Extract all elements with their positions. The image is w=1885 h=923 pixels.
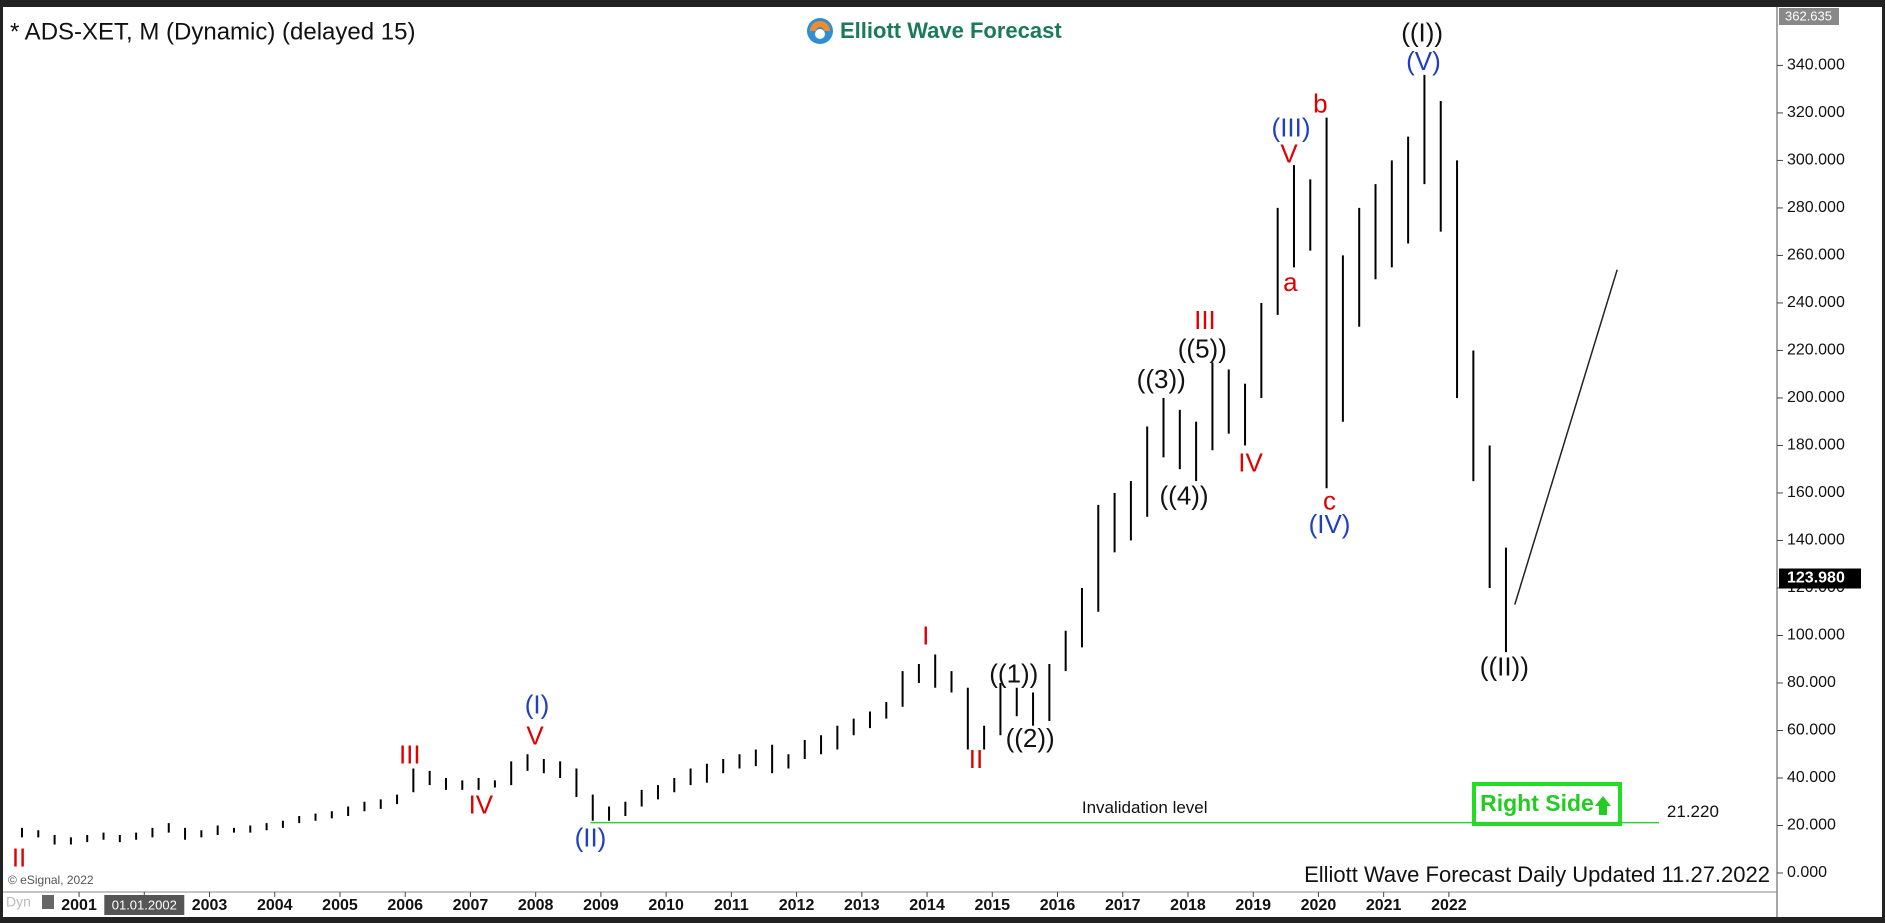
y-tick-label: 140.000 xyxy=(1787,532,1845,549)
chart-title: * ADS-XET, M (Dynamic) (delayed 15) xyxy=(10,18,415,45)
y-tick-label: 320.000 xyxy=(1787,104,1845,121)
right-side-button: Right Side xyxy=(1472,782,1622,826)
y-tick-label: 160.000 xyxy=(1787,484,1845,501)
x-tick-label: 2010 xyxy=(648,897,684,914)
x-tick-label: 2004 xyxy=(257,897,293,914)
x-tick-label: 2006 xyxy=(387,897,423,914)
wave-label: (I) xyxy=(525,690,550,720)
y-tick-label: 180.000 xyxy=(1787,437,1845,454)
top-value-box xyxy=(1779,8,1839,25)
wave-label: (II) xyxy=(575,823,607,853)
y-tick-label: 80.000 xyxy=(1787,674,1836,691)
x-tick-highlight xyxy=(104,895,185,915)
badge: Dyn xyxy=(6,894,31,910)
wave-label: V xyxy=(526,720,544,750)
y-tick-label: 340.000 xyxy=(1787,57,1845,74)
x-tick-label: 2016 xyxy=(1040,897,1076,914)
last-price-label: 123.980 xyxy=(1787,570,1845,587)
wave-label: II xyxy=(12,843,26,873)
button-arrow xyxy=(1595,796,1611,815)
wave-label: III xyxy=(1194,305,1216,335)
wave-label: II xyxy=(969,744,983,774)
y-tick-label: 240.000 xyxy=(1787,294,1845,311)
invalidation-label: Invalidation level xyxy=(1082,798,1208,817)
wave-label: (III) xyxy=(1272,112,1311,142)
logo-text: Elliott Wave Forecast xyxy=(840,18,1062,43)
y-tick-label: 0.000 xyxy=(1787,864,1827,881)
right-frame xyxy=(1882,0,1885,923)
wave-label: ((1)) xyxy=(989,659,1038,689)
x-tick-label: 01.01.2002 xyxy=(112,897,177,912)
x-tick-label: 2022 xyxy=(1431,897,1467,914)
logo-icon-center xyxy=(815,29,825,39)
y-tick-label: 100.000 xyxy=(1787,627,1845,644)
button-frame xyxy=(1472,782,1622,826)
wave-label: ((3)) xyxy=(1137,364,1186,394)
wave-label: ((2)) xyxy=(1006,723,1055,753)
y-tick-label: 200.000 xyxy=(1787,389,1845,406)
y-tick-label: 20.000 xyxy=(1787,817,1836,834)
left-frame xyxy=(0,0,3,923)
x-tick-label: 2017 xyxy=(1105,897,1141,914)
wave-label: IV xyxy=(469,789,494,819)
x-tick-label: 2012 xyxy=(779,897,815,914)
button-text: Right Side xyxy=(1480,790,1594,816)
logo: Elliott Wave Forecast xyxy=(807,18,1062,44)
wave-label: c xyxy=(1323,485,1336,515)
y-tick-label: 300.000 xyxy=(1787,152,1845,169)
x-tick-label: 2005 xyxy=(322,897,358,914)
last-price-box xyxy=(1779,568,1861,589)
invalidation-value: 21.220 xyxy=(1667,802,1719,821)
wave-label: V xyxy=(1280,139,1298,169)
top-value-label: 362.635 xyxy=(1785,8,1832,23)
x-tick-label: 2007 xyxy=(453,897,489,914)
y-tick-label: 60.000 xyxy=(1787,722,1836,739)
bottom-frame xyxy=(0,917,1885,923)
x-tick-label: 2013 xyxy=(844,897,880,914)
x-tick-label: 2001 xyxy=(61,897,97,914)
wave-label: ((4)) xyxy=(1160,481,1209,511)
x-tick-label: 2009 xyxy=(583,897,619,914)
wave-label: I xyxy=(922,621,929,651)
wave-label: ((II)) xyxy=(1480,652,1529,682)
wave-label: a xyxy=(1283,267,1298,297)
wave-label: (IV) xyxy=(1309,509,1351,539)
x-tick-label: 2020 xyxy=(1301,897,1337,914)
y-tick-label: 280.000 xyxy=(1787,199,1845,216)
logo-icon-part xyxy=(810,21,830,31)
projection-line xyxy=(1514,269,1618,605)
wave-label: (V) xyxy=(1406,46,1441,76)
x-tick-label: 2014 xyxy=(909,897,945,914)
y-tick-label: 40.000 xyxy=(1787,769,1836,786)
x-tick-label: 2008 xyxy=(518,897,554,914)
copyright: © eSignal, 2022 xyxy=(8,873,94,887)
footer: Elliott Wave Forecast Daily Updated 11.2… xyxy=(1304,862,1770,887)
badge-icon xyxy=(42,895,54,909)
wave-label: III xyxy=(399,739,421,769)
badge-bg xyxy=(3,893,53,915)
x-tick-label: 2003 xyxy=(192,897,228,914)
x-tick-label: 2011 xyxy=(714,897,749,914)
top-frame xyxy=(0,0,1885,7)
x-tick-label: 2021 xyxy=(1366,897,1402,914)
wave-label: IV xyxy=(1238,447,1263,477)
wave-label: ((I)) xyxy=(1401,17,1443,47)
y-tick-label: 260.000 xyxy=(1787,247,1845,264)
x-tick-label: 2019 xyxy=(1235,897,1271,914)
x-tick-label: 2015 xyxy=(974,897,1010,914)
wave-label: ((5)) xyxy=(1178,333,1227,363)
x-tick-label: 2018 xyxy=(1170,897,1206,914)
y-tick-label: 220.000 xyxy=(1787,342,1845,359)
wave-label: b xyxy=(1313,89,1327,119)
